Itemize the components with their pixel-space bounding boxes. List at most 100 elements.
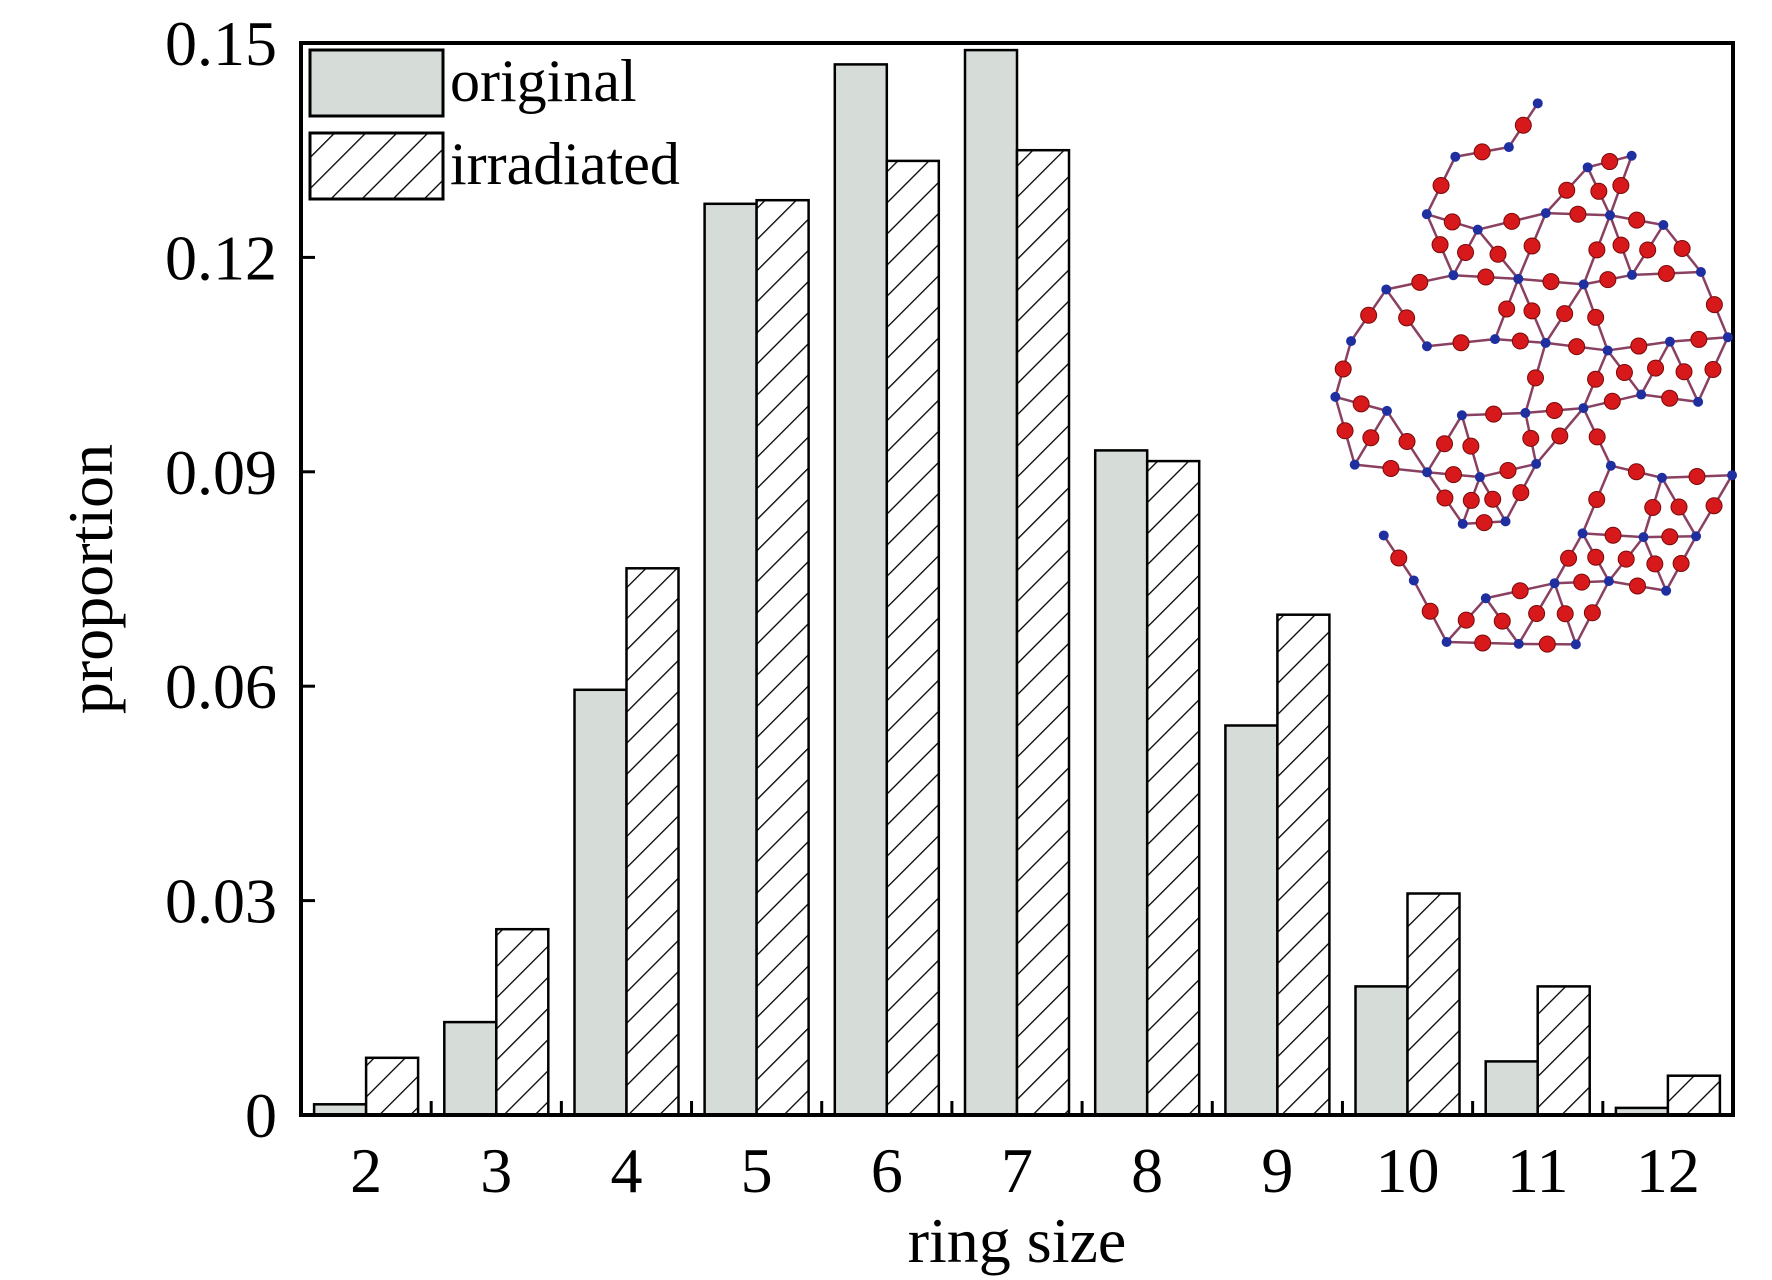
oxygen-atom: [1498, 300, 1516, 318]
silicon-atom: [1582, 162, 1593, 173]
silicon-atom: [1349, 459, 1360, 470]
oxygen-atom: [1661, 389, 1679, 407]
oxygen-atom: [1588, 241, 1606, 259]
oxygen-atom: [1473, 143, 1491, 161]
silicon-atom: [1421, 209, 1432, 220]
oxygen-atom: [1436, 489, 1454, 507]
y-tick-label: 0.03: [165, 866, 277, 937]
legend-label-original: original: [450, 48, 637, 114]
oxygen-atom: [1462, 437, 1480, 455]
oxygen-atom: [1646, 555, 1664, 573]
silicon-atom: [1490, 334, 1501, 345]
silicon-atom: [1441, 637, 1452, 648]
x-tick-label: 4: [610, 1135, 642, 1206]
oxygen-atom: [1411, 273, 1429, 291]
bar-irradiated-11: [1536, 985, 1591, 1117]
oxygen-atom: [1587, 548, 1605, 566]
oxygen-atom: [1587, 370, 1605, 388]
oxygen-atom: [1603, 392, 1621, 410]
oxygen-atom: [1435, 435, 1453, 453]
x-tick-label: 8: [1131, 1135, 1163, 1206]
silicon-atom: [1421, 341, 1432, 352]
oxygen-atom: [1421, 602, 1439, 620]
oxygen-atom: [1484, 490, 1502, 508]
silicon-atom: [1540, 208, 1551, 219]
y-tick-label: 0.09: [165, 437, 277, 508]
oxygen-atom: [1704, 361, 1722, 379]
oxygen-atom: [1360, 306, 1378, 324]
oxygen-atom: [1334, 360, 1352, 378]
bar-original-11: [1484, 1060, 1539, 1117]
oxygen-atom: [1545, 402, 1563, 420]
oxygen-atom: [1601, 153, 1619, 171]
silicon-atom: [1578, 403, 1589, 414]
legend-label-irradiated: irradiated: [450, 131, 680, 197]
legend: original irradiated: [308, 48, 680, 201]
bar-original-10: [1354, 985, 1409, 1117]
oxygen-atom: [1382, 459, 1400, 477]
oxygen-atom: [1398, 309, 1416, 327]
bar-original-5: [703, 202, 758, 1117]
silicon-atom: [1457, 518, 1468, 529]
oxygen-atom: [1512, 484, 1530, 502]
oxygen-atom: [1560, 549, 1578, 567]
bar-irradiated-10: [1406, 892, 1461, 1117]
silicon-atom: [1346, 336, 1357, 347]
oxygen-atom: [1628, 211, 1646, 229]
oxygen-atom: [1390, 549, 1408, 567]
silicon-atom: [1500, 516, 1511, 527]
bar-original-8: [1093, 449, 1149, 1117]
silicon-atom: [1626, 269, 1637, 280]
silicon-atom: [1722, 332, 1733, 343]
silicon-atom: [1605, 210, 1616, 221]
oxygen-atom: [1551, 427, 1569, 445]
silicon-atom: [1330, 391, 1341, 402]
oxygen-atom: [1489, 245, 1507, 263]
x-axis: 2 3 4 5 6 7 8 9 10 11 12: [350, 1101, 1700, 1206]
bar-irradiated-12: [1666, 1074, 1722, 1117]
oxygen-atom: [1587, 308, 1605, 326]
bar-original-7: [963, 48, 1019, 1117]
silicon-atom: [1450, 151, 1461, 162]
x-tick-label: 9: [1261, 1135, 1293, 1206]
oxygen-atom: [1588, 428, 1606, 446]
oxygen-atom: [1590, 182, 1608, 200]
silicon-atom: [1513, 638, 1524, 649]
x-tick-label: 3: [480, 1135, 512, 1206]
oxygen-atom: [1705, 296, 1723, 314]
silicon-atom: [1691, 531, 1702, 542]
molecular-network-inset: [1330, 98, 1738, 653]
silicon-atom: [1638, 532, 1649, 543]
bar-irradiated-6: [885, 159, 941, 1117]
silicon-atom: [1656, 472, 1667, 483]
oxygen-atom: [1588, 491, 1606, 509]
x-tick-label: 11: [1507, 1135, 1569, 1206]
oxygen-atom: [1474, 634, 1492, 652]
oxygen-atom: [1528, 605, 1546, 623]
x-tick-label: 5: [741, 1135, 773, 1206]
y-axis-label: proportion: [55, 444, 126, 714]
oxygen-atom: [1670, 498, 1688, 516]
silicon-atom: [1480, 593, 1491, 604]
oxygen-atom: [1457, 243, 1475, 261]
oxygen-atom: [1569, 205, 1587, 223]
silicon-atom: [1456, 410, 1467, 421]
oxygen-atom: [1523, 302, 1541, 320]
oxygen-atom: [1705, 497, 1723, 515]
oxygen-atom: [1522, 429, 1540, 447]
silicon-atom: [1602, 345, 1613, 356]
bar-original-6: [833, 63, 889, 1117]
y-axis: 0 0.03 0.06 0.09 0.12 0.15: [165, 8, 315, 1151]
silicon-atom: [1513, 273, 1524, 284]
oxygen-atom: [1457, 611, 1475, 629]
oxygen-atom: [1398, 433, 1416, 451]
oxygen-atom: [1538, 635, 1556, 653]
legend-swatch-irradiated: [308, 131, 445, 201]
legend-swatch-original: [308, 48, 445, 118]
oxygen-atom: [1573, 573, 1591, 591]
oxygen-atom: [1336, 422, 1354, 440]
oxygen-atom: [1673, 239, 1691, 257]
bar-original-4: [573, 688, 628, 1117]
silicon-atom: [1540, 337, 1551, 348]
oxygen-atom: [1443, 213, 1461, 231]
